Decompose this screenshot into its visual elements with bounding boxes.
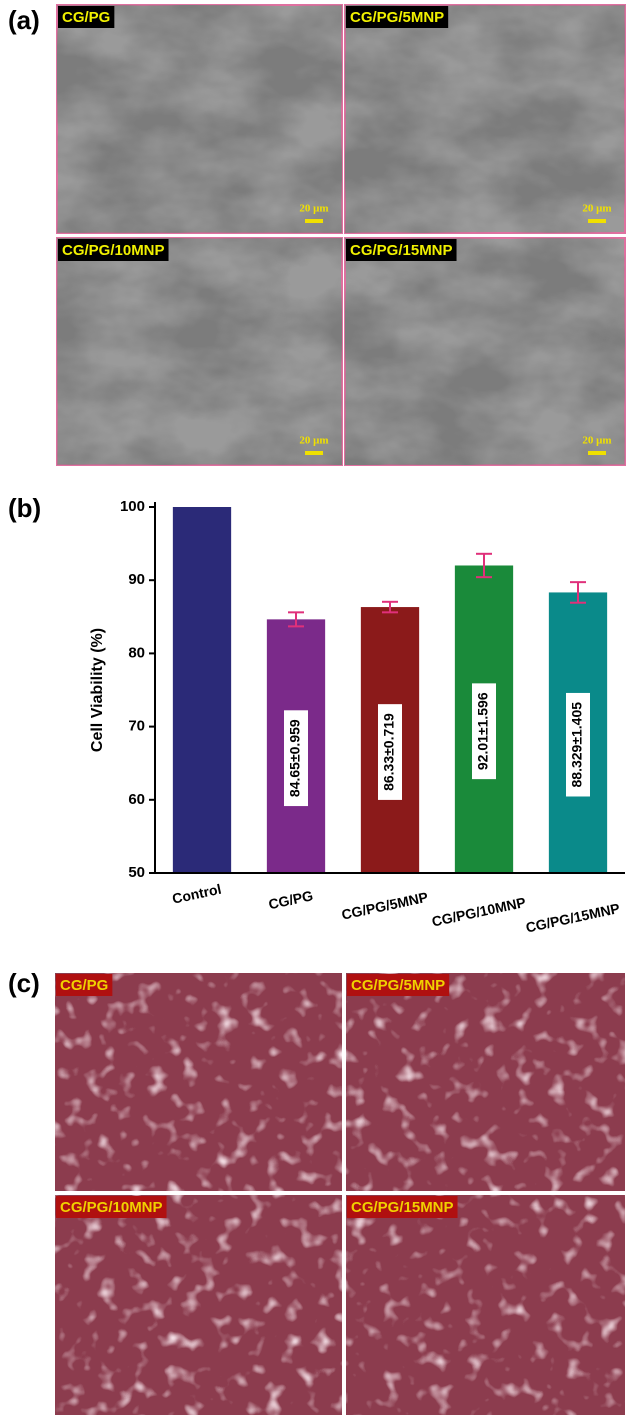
image-label: CG/PG/10MNP	[60, 1199, 163, 1216]
sem-texture	[345, 5, 625, 233]
sem-texture	[345, 238, 625, 465]
micrograph-texture	[55, 973, 342, 1191]
y-tick-label: 90	[128, 571, 145, 588]
image-label: CG/PG	[60, 977, 108, 994]
y-tick-label: 100	[120, 498, 145, 515]
x-tick-label: CG/PG/10MNP	[430, 894, 527, 930]
label-background	[347, 1196, 458, 1218]
y-tick-label: 70	[128, 718, 145, 735]
scale-bar	[588, 451, 606, 455]
x-tick-label: CG/PG	[267, 887, 315, 912]
y-tick-label: 80	[128, 644, 145, 661]
image-label: CG/PG/15MNP	[350, 242, 453, 259]
label-background	[56, 974, 113, 996]
x-tick-label: CG/PG/5MNP	[340, 889, 429, 923]
scale-label: 20 μm	[582, 203, 611, 215]
sem-texture	[57, 238, 342, 465]
x-tick-label: Control	[171, 881, 223, 907]
sem-texture	[57, 5, 342, 233]
micrograph-texture	[346, 973, 625, 1191]
scale-label: 20 μm	[299, 435, 328, 447]
value-label: 88.329±1.405	[569, 702, 585, 788]
value-label-box	[472, 683, 496, 780]
y-tick-label: 60	[128, 791, 145, 808]
scale-label: 20 μm	[299, 203, 328, 215]
value-label-box	[566, 692, 590, 797]
x-tick-label: CG/PG/15MNP	[524, 900, 621, 936]
scale-bar	[588, 219, 606, 223]
value-label-box	[378, 704, 402, 800]
value-label: 92.01±1.596	[475, 692, 491, 770]
scale-bar	[305, 451, 323, 455]
scale-label: 20 μm	[582, 435, 611, 447]
label-background	[58, 239, 169, 261]
micrograph-texture	[55, 1195, 342, 1415]
image-label: CG/PG/5MNP	[351, 977, 445, 994]
label-background	[56, 1196, 167, 1218]
panel-label: (a)	[8, 5, 40, 35]
image-label: CG/PG/5MNP	[350, 9, 444, 26]
label-background	[347, 974, 450, 996]
panel-label: (b)	[8, 493, 41, 523]
value-label-box	[284, 710, 308, 807]
micrograph-texture	[346, 1195, 625, 1415]
label-background	[346, 239, 457, 261]
label-background	[58, 6, 115, 28]
label-background	[346, 6, 449, 28]
value-label: 84.65±0.959	[287, 719, 303, 797]
image-label: CG/PG	[62, 9, 110, 26]
panel-label: (c)	[8, 968, 40, 998]
image-label: CG/PG/10MNP	[62, 242, 165, 259]
y-axis-label: Cell Viability (%)	[89, 628, 106, 752]
bar	[172, 507, 232, 873]
scale-bar	[305, 219, 323, 223]
image-label: CG/PG/15MNP	[351, 1199, 454, 1216]
y-tick-label: 50	[128, 864, 145, 881]
value-label: 86.33±0.719	[381, 713, 397, 791]
